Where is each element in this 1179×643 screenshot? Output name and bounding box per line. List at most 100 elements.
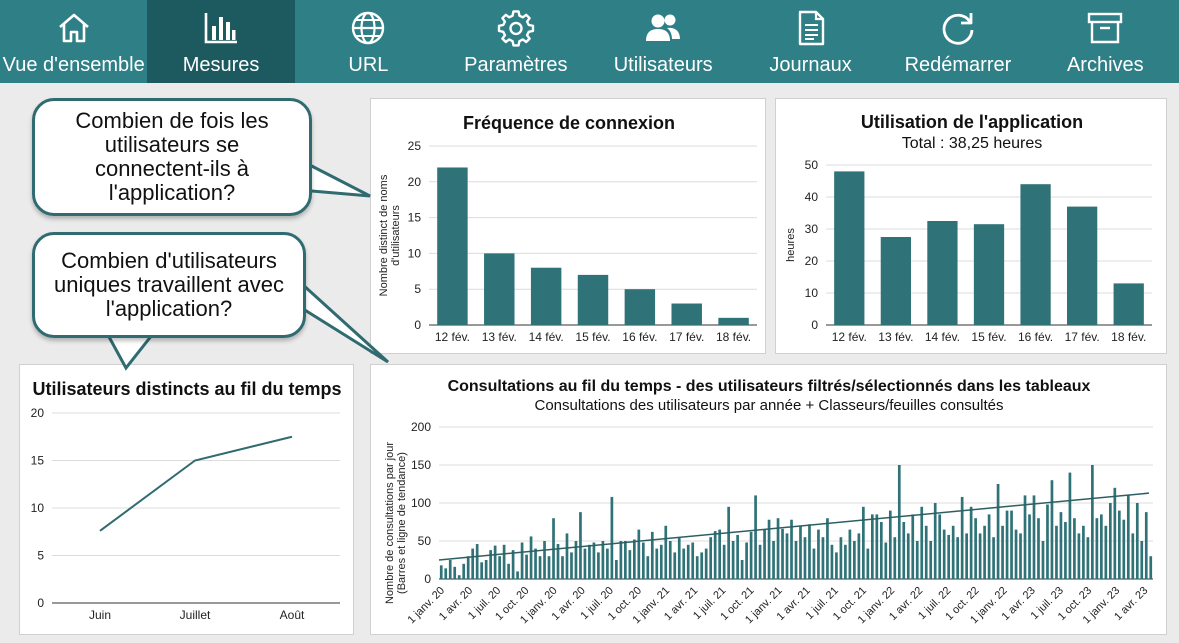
nav-item-7[interactable]: Archives xyxy=(1032,0,1179,83)
bar xyxy=(700,552,704,579)
top-navigation: Vue d'ensemble Mesures URL Paramètres Utilis… xyxy=(0,0,1179,83)
chart-subtitle: Consultations des utilisateurs par année… xyxy=(534,397,1003,414)
nav-label: Vue d'ensemble xyxy=(2,54,145,76)
chart-title: Fréquence de connexion xyxy=(463,113,675,133)
distinct-users-chart-card: Utilisateurs distincts au fil du temps 0 5… xyxy=(19,364,354,635)
nav-item-1[interactable]: Mesures xyxy=(147,0,295,83)
bar xyxy=(1140,541,1144,579)
bar xyxy=(543,541,546,579)
home-icon xyxy=(58,13,89,43)
refresh-icon xyxy=(942,13,974,45)
bar xyxy=(799,525,802,579)
bar xyxy=(866,548,870,579)
y-tick-label: 20 xyxy=(408,175,422,189)
bar xyxy=(677,537,681,579)
bar xyxy=(1005,510,1009,579)
consultations-chart-card: Consultations au fil du temps - des util… xyxy=(370,364,1167,635)
bar xyxy=(808,524,811,579)
x-tick-label: 1 janv. 20 xyxy=(405,585,447,627)
bar xyxy=(664,525,668,579)
bar xyxy=(911,514,915,579)
bar xyxy=(606,548,609,579)
nav-item-3[interactable]: Paramètres xyxy=(442,0,589,83)
distinct-users-chart: Utilisateurs distincts au fil du temps 0 5… xyxy=(31,379,342,622)
nav-item-2[interactable]: URL xyxy=(295,0,442,83)
frequency-chart: Fréquence de connexion 0 5 10 15 20 25 12 fév. 1… xyxy=(378,113,757,344)
bar xyxy=(875,514,879,579)
bar xyxy=(767,519,771,579)
bar xyxy=(893,537,897,579)
bar xyxy=(1046,504,1049,579)
bar xyxy=(1100,514,1103,579)
nav-label: URL xyxy=(348,54,389,76)
y-tick-label: 20 xyxy=(31,406,45,420)
y-axis-label: Nombre de consultations par jour(Barres … xyxy=(384,442,408,604)
y-tick-label: 0 xyxy=(424,572,431,586)
bar xyxy=(646,556,650,579)
bar xyxy=(1113,487,1117,579)
nav-item-0[interactable]: Vue d'ensemble xyxy=(0,0,147,83)
bar xyxy=(1059,512,1063,579)
bar xyxy=(880,237,911,325)
x-tick-label: 12 fév. xyxy=(832,330,867,344)
bar xyxy=(781,528,784,579)
bar xyxy=(992,537,995,579)
nav-item-5[interactable]: Journaux xyxy=(737,0,884,83)
bar xyxy=(671,303,702,325)
bar xyxy=(480,562,484,579)
bar xyxy=(839,537,843,579)
bar xyxy=(754,495,757,579)
x-tick-label: 16 fév. xyxy=(622,330,657,344)
bar xyxy=(484,560,488,579)
bar xyxy=(965,533,968,579)
bar xyxy=(628,550,632,579)
y-tick-label: 0 xyxy=(414,318,421,332)
bar xyxy=(835,552,838,579)
nav-item-4[interactable]: Utilisateurs xyxy=(590,0,737,83)
callout-unique-users-text: Combien d'utilisateurs uniques travaille… xyxy=(54,248,284,321)
bar xyxy=(1082,525,1085,579)
bar xyxy=(444,568,448,579)
bar xyxy=(516,571,519,579)
bar xyxy=(682,548,686,579)
bar xyxy=(574,541,578,579)
bar xyxy=(1117,510,1121,579)
bar xyxy=(471,548,475,579)
bar xyxy=(996,484,1000,579)
y-tick-label: 30 xyxy=(805,222,819,236)
bar xyxy=(466,556,470,579)
nav-label: Archives xyxy=(1066,54,1144,76)
bar xyxy=(538,556,542,579)
bar xyxy=(511,550,515,579)
bar xyxy=(942,529,946,579)
bar xyxy=(830,544,834,579)
bar xyxy=(906,533,910,579)
callout-frequency-text: Combien de fois les utilisateurs se conn… xyxy=(75,108,269,205)
nav-item-6[interactable]: Redémarrer xyxy=(884,0,1031,83)
bar xyxy=(1077,533,1081,579)
bar xyxy=(853,541,856,579)
y-tick-label: 10 xyxy=(408,246,422,260)
bar xyxy=(718,529,722,579)
y-tick-label: 5 xyxy=(414,282,421,296)
x-tick-label: Août xyxy=(280,608,305,622)
bar xyxy=(484,253,515,325)
bar xyxy=(978,533,982,579)
bar xyxy=(758,544,762,579)
y-tick-label: 5 xyxy=(37,549,44,563)
bar xyxy=(1068,472,1072,579)
y-tick-label: 10 xyxy=(31,501,45,515)
bar xyxy=(987,514,991,579)
y-tick-label: 0 xyxy=(811,318,818,332)
chart-title: Utilisation de l'application xyxy=(861,112,1083,132)
callout-unique-users: Combien d'utilisateurs uniques travaille… xyxy=(32,232,306,338)
document-icon xyxy=(798,10,824,46)
x-tick-label: 18 fév. xyxy=(1111,330,1146,344)
bar xyxy=(920,506,924,579)
x-tick-label: 13 fév. xyxy=(878,330,913,344)
y-tick-label: 10 xyxy=(805,286,819,300)
usage-chart: Utilisation de l'application Total : 38,2… xyxy=(785,112,1152,344)
bar xyxy=(973,224,1005,325)
y-tick-label: 20 xyxy=(805,254,819,268)
bar xyxy=(848,529,852,579)
